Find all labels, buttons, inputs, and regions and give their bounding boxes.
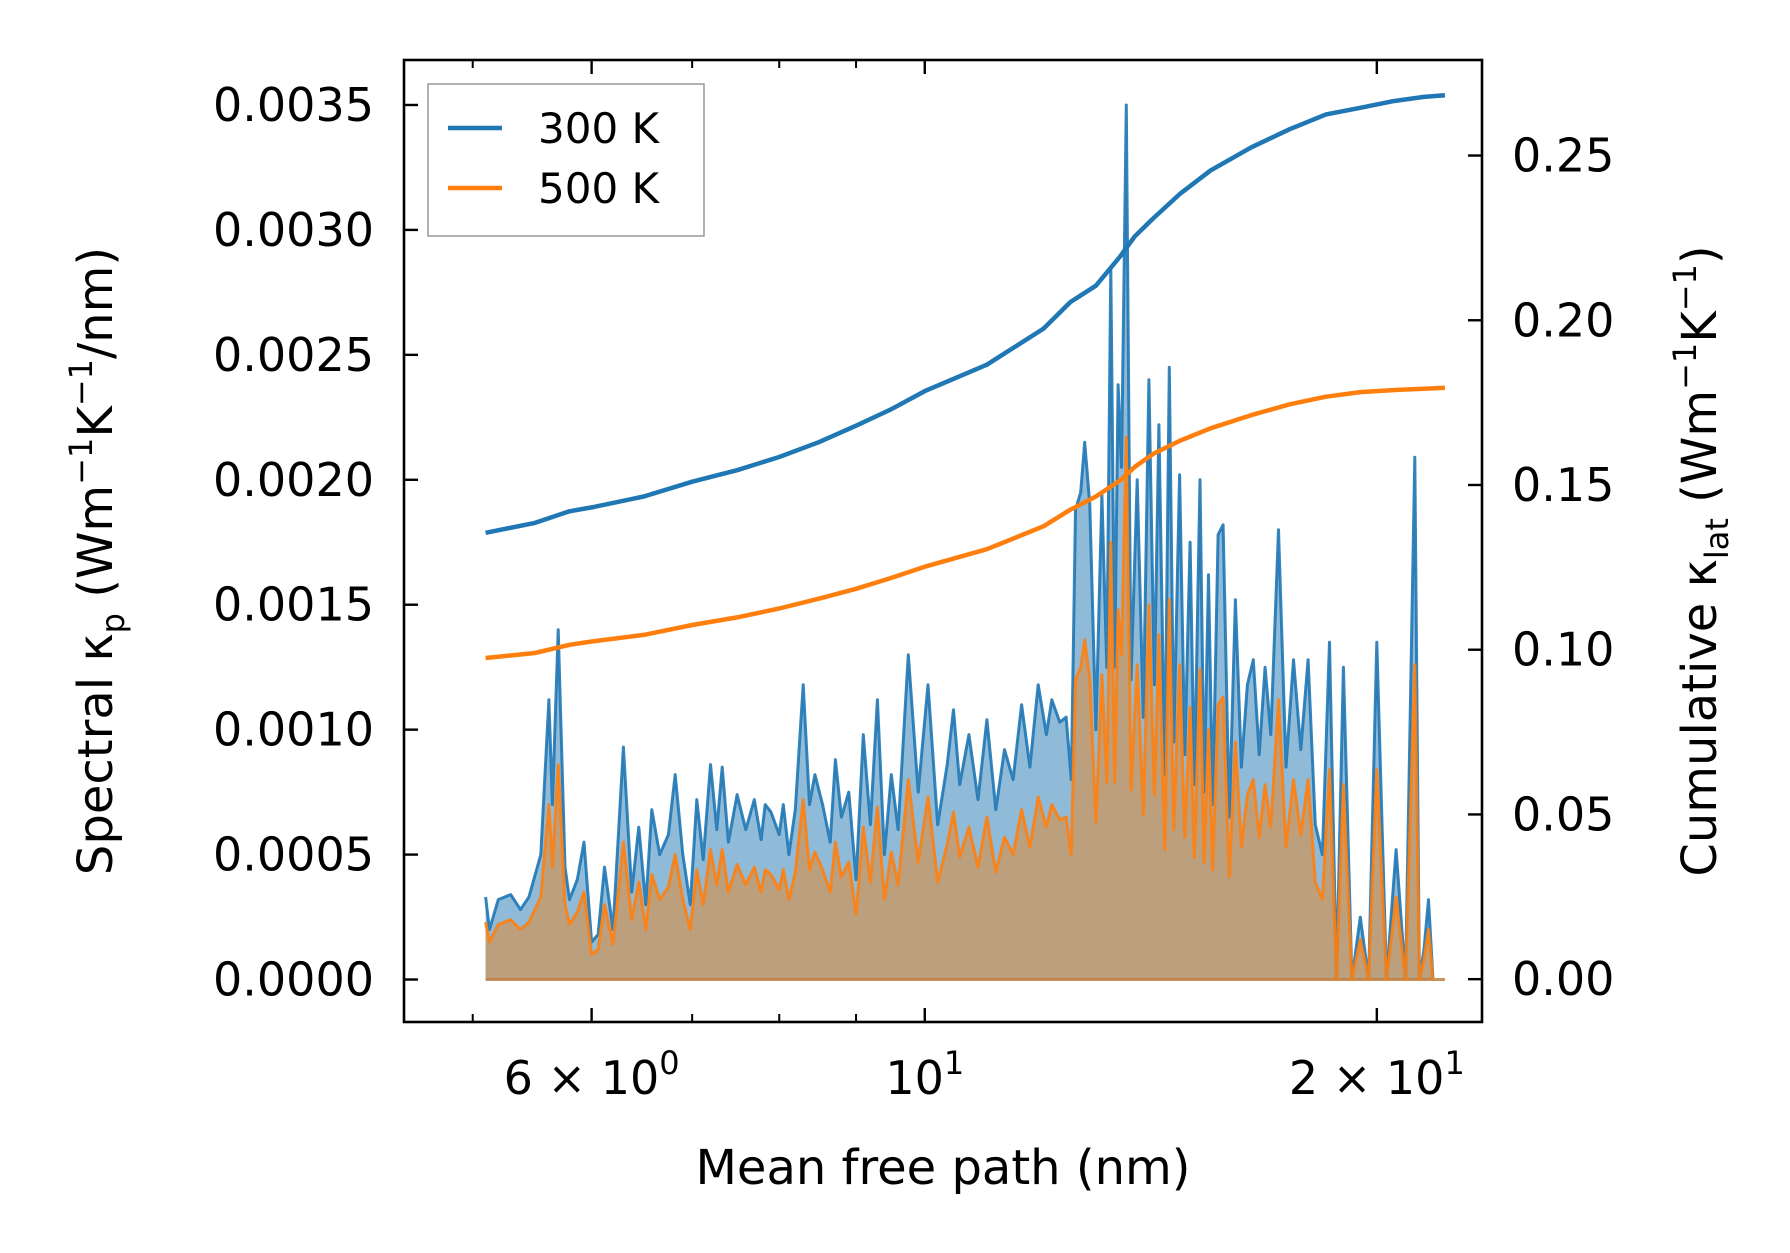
y-right-tick-label-0: 0.00 xyxy=(1512,952,1614,1006)
legend: 300 K 500 K xyxy=(427,83,705,237)
y-right-tick-label-3: 0.15 xyxy=(1512,458,1614,512)
y-left-tick-label-0: 0.0000 xyxy=(213,953,374,1007)
y-axis-title-right: Cumulative κlat (Wm−1K−1) xyxy=(1666,245,1736,876)
axis-ticks xyxy=(404,60,1482,1022)
x-tick-label-0: 6 × 100 xyxy=(504,1044,680,1105)
y-left-tick-label-7: 0.0035 xyxy=(213,78,374,132)
spectral-line-0 xyxy=(484,103,1435,981)
legend-label-1: 500 K xyxy=(538,164,661,213)
y-left-tick-label-6: 0.0030 xyxy=(213,203,374,257)
legend-label-0: 300 K xyxy=(538,104,661,153)
legend-box xyxy=(427,83,705,237)
y-right-tick-label-2: 0.10 xyxy=(1512,623,1614,677)
y-left-tick-label-2: 0.0010 xyxy=(213,703,374,757)
y-left-tick-label-3: 0.0015 xyxy=(213,578,374,632)
y-left-tick-label-5: 0.0025 xyxy=(213,328,374,382)
cumulative-line-layer xyxy=(485,93,1446,661)
spectral-line-layer xyxy=(484,103,1445,982)
spectral-line-1 xyxy=(484,435,1435,981)
y-axis-title-left: Spectral κp (Wm−1K−1/nm) xyxy=(62,247,132,875)
cumulative-line-0 xyxy=(485,93,1446,536)
y-right-tick-label-5: 0.25 xyxy=(1512,129,1614,183)
y-left-tick-label-1: 0.0005 xyxy=(213,828,374,882)
cumulative-line-1 xyxy=(485,385,1446,661)
x-tick-label-1: 101 xyxy=(885,1044,964,1105)
x-axis-title: Mean free path (nm) xyxy=(696,1140,1191,1196)
y-left-tick-label-4: 0.0020 xyxy=(213,453,374,507)
y-right-tick-label-1: 0.05 xyxy=(1512,787,1614,841)
tick-labels: 6 × 100 101 2 × 101 0.0000 0.0005 0.0010 0.001… xyxy=(213,78,1614,1105)
axis-titles: Mean free path (nm) Spectral κp (Wm−1K−1/… xyxy=(62,245,1736,1196)
plot-frame xyxy=(402,58,1484,1024)
y-right-tick-label-4: 0.20 xyxy=(1512,293,1614,347)
x-tick-label-2: 2 × 101 xyxy=(1289,1044,1465,1105)
